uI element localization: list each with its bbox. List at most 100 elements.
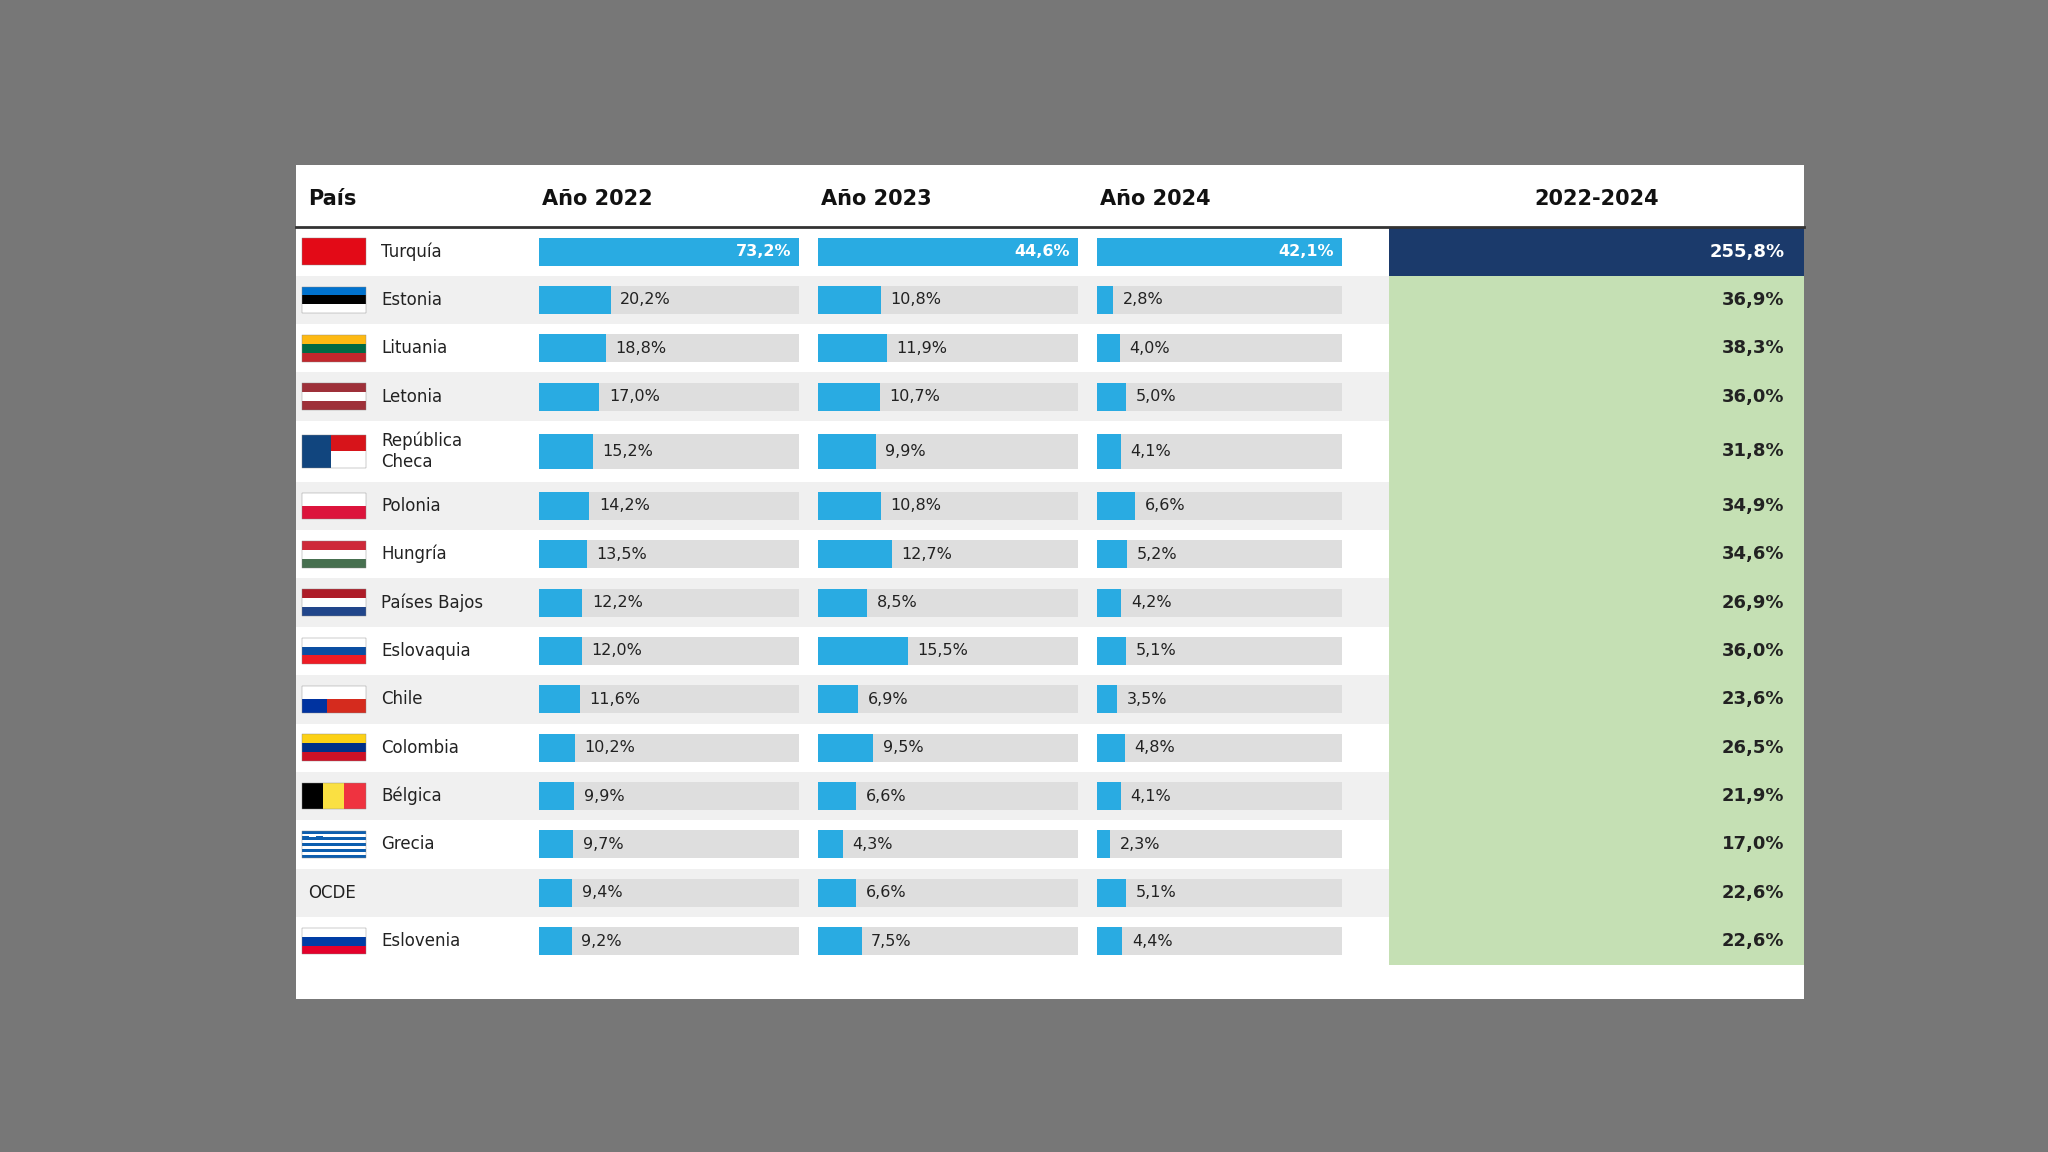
FancyBboxPatch shape [301,559,365,568]
FancyBboxPatch shape [295,820,1804,869]
Text: 9,4%: 9,4% [582,885,623,900]
FancyBboxPatch shape [817,382,1077,410]
FancyBboxPatch shape [539,879,571,907]
Text: 6,6%: 6,6% [866,885,907,900]
Text: 4,1%: 4,1% [1130,444,1171,458]
Text: 255,8%: 255,8% [1710,243,1784,260]
Text: 10,8%: 10,8% [891,499,942,514]
FancyBboxPatch shape [539,382,799,410]
Text: 34,6%: 34,6% [1722,545,1784,563]
FancyBboxPatch shape [539,685,580,713]
Text: 9,2%: 9,2% [582,933,623,948]
Text: Letonia: Letonia [381,388,442,406]
FancyBboxPatch shape [301,655,365,665]
FancyBboxPatch shape [301,699,328,713]
FancyBboxPatch shape [301,452,365,468]
FancyBboxPatch shape [301,238,365,265]
FancyBboxPatch shape [309,834,315,838]
Text: 4,0%: 4,0% [1130,341,1169,356]
FancyBboxPatch shape [301,335,365,343]
FancyBboxPatch shape [301,434,365,452]
Text: Eslovaquia: Eslovaquia [381,642,471,660]
FancyBboxPatch shape [344,782,365,810]
FancyBboxPatch shape [301,550,365,559]
FancyBboxPatch shape [817,433,877,469]
FancyBboxPatch shape [1098,286,1114,314]
Text: Lituania: Lituania [381,340,449,357]
FancyBboxPatch shape [1098,927,1122,955]
FancyBboxPatch shape [1389,772,1804,820]
Text: 11,6%: 11,6% [590,692,641,707]
FancyBboxPatch shape [301,384,365,392]
FancyBboxPatch shape [817,782,856,810]
FancyBboxPatch shape [301,743,365,752]
Text: 7,5%: 7,5% [870,933,911,948]
FancyBboxPatch shape [539,589,582,616]
FancyBboxPatch shape [817,879,1077,907]
FancyBboxPatch shape [295,723,1804,772]
FancyBboxPatch shape [1098,734,1341,761]
Text: 36,0%: 36,0% [1722,388,1784,406]
FancyBboxPatch shape [817,927,1077,955]
FancyBboxPatch shape [539,334,606,363]
FancyBboxPatch shape [539,734,575,761]
FancyBboxPatch shape [817,237,1077,266]
Text: 9,5%: 9,5% [883,741,924,756]
Text: 2,3%: 2,3% [1120,836,1161,852]
FancyBboxPatch shape [817,382,881,410]
FancyBboxPatch shape [817,685,858,713]
Text: 2,8%: 2,8% [1122,293,1163,308]
FancyBboxPatch shape [1098,831,1110,858]
FancyBboxPatch shape [539,433,799,469]
FancyBboxPatch shape [1098,637,1341,665]
Text: 17,0%: 17,0% [608,389,659,404]
FancyBboxPatch shape [1098,685,1116,713]
Text: 10,2%: 10,2% [584,741,635,756]
FancyBboxPatch shape [1389,275,1804,324]
Text: OCDE: OCDE [309,884,356,902]
FancyBboxPatch shape [1389,324,1804,372]
FancyBboxPatch shape [817,286,881,314]
FancyBboxPatch shape [1389,917,1804,965]
FancyBboxPatch shape [817,879,856,907]
FancyBboxPatch shape [539,334,799,363]
FancyBboxPatch shape [301,493,365,506]
Text: Países Bajos: Países Bajos [381,593,483,612]
Text: Año 2024: Año 2024 [1100,189,1210,210]
FancyBboxPatch shape [301,598,365,607]
FancyBboxPatch shape [1389,869,1804,917]
FancyBboxPatch shape [539,286,799,314]
FancyBboxPatch shape [295,578,1804,627]
FancyBboxPatch shape [1098,382,1341,410]
Text: Turquía: Turquía [381,242,442,260]
Text: 22,6%: 22,6% [1722,932,1784,950]
FancyBboxPatch shape [1389,820,1804,869]
FancyBboxPatch shape [539,734,799,761]
FancyBboxPatch shape [1098,433,1341,469]
FancyBboxPatch shape [539,492,590,520]
FancyBboxPatch shape [1389,627,1804,675]
Text: 17,0%: 17,0% [1722,835,1784,854]
FancyBboxPatch shape [301,855,365,858]
FancyBboxPatch shape [295,530,1804,578]
Text: Grecia: Grecia [381,835,434,854]
FancyBboxPatch shape [301,607,365,616]
Text: País: País [309,189,356,210]
Text: Polonia: Polonia [381,497,440,515]
FancyBboxPatch shape [817,334,1077,363]
FancyBboxPatch shape [539,685,799,713]
FancyBboxPatch shape [817,927,862,955]
FancyBboxPatch shape [539,831,799,858]
FancyBboxPatch shape [817,589,1077,616]
FancyBboxPatch shape [817,734,872,761]
FancyBboxPatch shape [539,382,600,410]
Text: República
Checa: República Checa [381,432,463,471]
FancyBboxPatch shape [539,286,610,314]
FancyBboxPatch shape [1098,879,1341,907]
Text: 13,5%: 13,5% [596,547,647,562]
Text: 15,5%: 15,5% [918,644,969,659]
FancyBboxPatch shape [539,831,573,858]
Text: 15,2%: 15,2% [602,444,653,458]
FancyBboxPatch shape [1098,286,1341,314]
Text: 26,9%: 26,9% [1722,593,1784,612]
